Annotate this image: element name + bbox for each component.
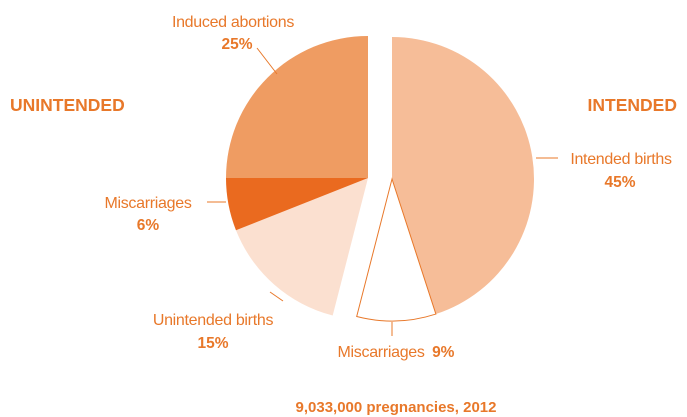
slice-value-miscarriages-intended: 9%	[432, 344, 455, 361]
slice-label-induced-abortions: Induced abortions	[172, 14, 294, 31]
slice-value-induced-abortions: 25%	[221, 36, 252, 53]
pie-slice-intended-births-intended	[392, 37, 534, 315]
pie-slice-miscarriages-intended	[356, 177, 437, 322]
slice-label-intended-births: Intended births	[570, 151, 672, 168]
chart-caption: 9,033,000 pregnancies, 2012	[296, 399, 497, 416]
slice-value-miscarriages-unintended: 6%	[137, 217, 160, 234]
group-label-unintended: UNINTENDED	[10, 95, 125, 115]
pie-slice-miscarriages-unintended	[226, 178, 368, 231]
pie-slices	[226, 36, 534, 322]
leader-line-unintended-births	[269, 291, 284, 302]
group-label-intended: INTENDED	[588, 95, 677, 115]
slice-label-miscarriages-unintended: Miscarriages	[104, 195, 191, 212]
pie-slice-unintended-births-unintended	[235, 178, 368, 316]
slice-value-intended-births: 45%	[604, 174, 635, 191]
slice-label-unintended-births: Unintended births	[153, 312, 274, 329]
pie-slice-induced-abortions-unintended	[226, 36, 368, 178]
slice-value-unintended-births: 15%	[197, 335, 228, 352]
slice-label-miscarriages-intended: Miscarriages	[338, 344, 425, 361]
leader-line-induced-abortions	[256, 47, 278, 75]
slice-label-miscarriages-intended-group: Miscarriages 9%	[338, 344, 455, 361]
